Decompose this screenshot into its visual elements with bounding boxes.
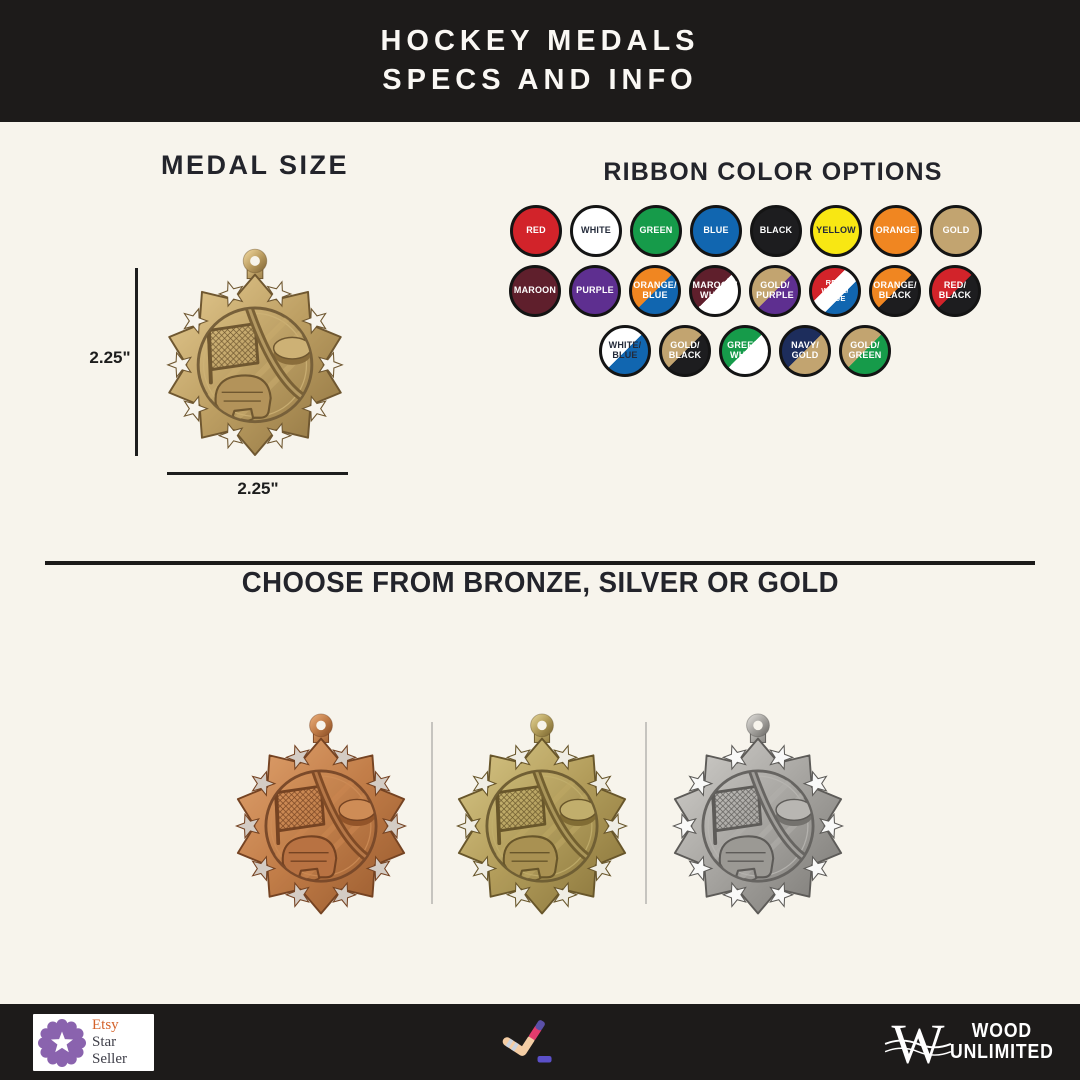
hockey-medal-graphic [167, 248, 343, 456]
ribbon-swatch-row-2: MAROON PURPLE ORANGE/BLUE MAROON/WHITE GOLD/… [509, 265, 981, 317]
footer-bar: Etsy Star Seller W WOOD U [0, 1004, 1080, 1080]
banner-title-line1: HOCKEY MEDALS [380, 25, 700, 58]
wood-label: WOOD [971, 1020, 1032, 1042]
ribbon-color-green-white: GREEN/WHITE [719, 325, 771, 377]
ribbon-color-label: GOLD/GREEN [848, 340, 882, 360]
ribbon-color-label: WHITE/BLUE [608, 340, 642, 360]
medal-size-image [157, 247, 353, 465]
banner-title-line2: SPECS AND INFO [382, 64, 698, 96]
ribbon-color-label: GREEN/WHITE [727, 340, 763, 360]
hockey-medal-graphic [456, 713, 628, 915]
ribbon-color-navy-gold: NAVY/GOLD [779, 325, 831, 377]
finish-options-heading: CHOOSE FROM BRONZE, SILVER OR GOLD [241, 567, 839, 599]
ribbon-color-label: ORANGE [875, 225, 917, 236]
ribbon-color-label: BLACK [759, 225, 793, 236]
section-divider-line [45, 561, 1035, 565]
ribbon-color-label: MAROON/WHITE [692, 280, 738, 300]
ribbon-color-red-white-blue: RED/WHITE/BLUE [809, 265, 861, 317]
etsy-label: Etsy [92, 1016, 119, 1033]
hockey-stick-and-puck-icon [502, 1020, 552, 1063]
ribbon-color-orange-black: ORANGE/BLACK [869, 265, 921, 317]
ribbon-color-white-blue: WHITE/BLUE [599, 325, 651, 377]
ribbon-color-green: GREEN [630, 205, 682, 257]
medal-divider [645, 722, 647, 904]
hockey-medal-graphic [235, 713, 407, 915]
ribbon-color-label: ORANGE/BLUE [633, 280, 677, 300]
star-seller-label: Star Seller [92, 1033, 127, 1068]
wood-unlimited-monogram: W [884, 1013, 952, 1072]
ribbon-color-options-heading: RIBBON COLOR OPTIONS [603, 158, 943, 186]
ribbon-color-maroon-white: MAROON/WHITE [689, 265, 741, 317]
height-dimension-label: 2.25" [89, 348, 131, 367]
silver-medal-image [663, 712, 853, 923]
ribbon-color-label: BLUE [703, 225, 729, 236]
ribbon-color-label: GREEN [639, 225, 673, 236]
etsy-star-seller-badge: Etsy Star Seller [33, 1014, 154, 1071]
ribbon-color-blue: BLUE [690, 205, 742, 257]
ribbon-color-gold: GOLD [930, 205, 982, 257]
ribbon-color-black: BLACK [750, 205, 802, 257]
ribbon-color-gold-purple: GOLD/PURPLE [749, 265, 801, 317]
ribbon-swatch-row-1: RED WHITE GREEN BLUE BLACK YELLOW ORANGE GOLD [510, 205, 982, 257]
ribbon-color-label: RED/WHITE/BLUE [821, 277, 849, 304]
ribbon-color-orange: ORANGE [870, 205, 922, 257]
etsy-seal-icon [38, 1018, 86, 1067]
width-dimension-label: 2.25" [237, 479, 279, 498]
width-dimension-line [167, 472, 348, 475]
medal-divider [431, 722, 433, 904]
ribbon-color-label: GOLD/PURPLE [756, 280, 794, 300]
ribbon-color-label: RED [526, 225, 546, 236]
ribbon-color-gold-black: GOLD/BLACK [659, 325, 711, 377]
ribbon-color-label: RED/BLACK [938, 280, 972, 300]
ribbon-color-yellow: YELLOW [810, 205, 862, 257]
ribbon-color-white: WHITE [570, 205, 622, 257]
ribbon-color-label: GOLD [942, 225, 970, 236]
ribbon-color-label: YELLOW [816, 225, 856, 236]
ribbon-color-label: GOLD/BLACK [668, 340, 702, 360]
wood-unlimited-logo: W WOOD UNLIMITED [884, 1012, 1060, 1072]
bronze-medal-image [226, 712, 416, 923]
ribbon-color-purple: PURPLE [569, 265, 621, 317]
header-banner: HOCKEY MEDALS SPECS AND INFO [0, 0, 1080, 122]
ribbon-color-orange-blue: ORANGE/BLUE [629, 265, 681, 317]
ribbon-color-red-black: RED/BLACK [929, 265, 981, 317]
hockey-medal-graphic [672, 713, 844, 915]
height-dimension-line [135, 268, 138, 456]
ribbon-color-gold-green: GOLD/GREEN [839, 325, 891, 377]
ribbon-swatch-row-3: WHITE/BLUE GOLD/BLACK GREEN/WHITE NAVY/GOLD… [599, 325, 891, 377]
unlimited-label: UNLIMITED [950, 1041, 1054, 1063]
ribbon-color-label: WHITE [581, 225, 611, 236]
ribbon-color-label: NAVY/GOLD [791, 340, 819, 360]
gold-medal-image [447, 712, 637, 923]
ribbon-color-red: RED [510, 205, 562, 257]
ribbon-color-label: PURPLE [576, 285, 614, 296]
ribbon-color-label: ORANGE/BLACK [873, 280, 917, 300]
svg-text:W: W [892, 1013, 945, 1072]
ribbon-color-maroon: MAROON [509, 265, 561, 317]
medal-size-heading: MEDAL SIZE [160, 150, 349, 180]
ribbon-color-label: MAROON [513, 285, 557, 296]
